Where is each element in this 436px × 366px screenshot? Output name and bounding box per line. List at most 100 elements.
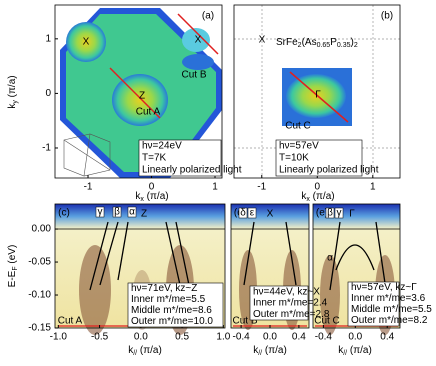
info-line: Linearly polarized light [279, 165, 379, 176]
x-axis-label-part: k [338, 345, 344, 356]
x-axis-label-part: x [306, 196, 310, 203]
x-axis-label-part: (π/a) [137, 345, 162, 356]
y-axis-label-part: (π/a) [7, 75, 18, 100]
annotation: ε [250, 208, 255, 219]
x-tick-label: -0.4 [232, 332, 250, 343]
x-tick-label: 1 [212, 182, 218, 193]
x-axis-label-part: (π/a) [310, 191, 335, 202]
info-line: Outer m*/me=10.0 [131, 316, 213, 327]
y-axis-label-part: E-E [7, 270, 18, 287]
panel-title-part: 0.65 [317, 42, 331, 49]
annotation: δ [240, 208, 246, 219]
panel-title-part: SrFe [276, 37, 298, 48]
x-tick-label: -1 [84, 182, 93, 193]
x-tick-label: 0.5 [175, 332, 189, 343]
annotation: Cut C [314, 316, 340, 327]
annotation: X [267, 209, 274, 220]
y-axis-label: E-EF (eV) [7, 245, 19, 288]
x-tick-label: 0.0 [348, 332, 362, 343]
info-line: Inner m*/me=5.5 [131, 294, 206, 305]
x-tick-label: 0 [314, 182, 320, 193]
annotation: Z [141, 209, 147, 220]
panel-title-part: 2 [298, 42, 302, 49]
x-tick-label: -0.5 [91, 332, 109, 343]
panel-title-part: 2 [354, 42, 358, 49]
annotation: X [195, 35, 202, 46]
info-box [347, 281, 400, 327]
x-tick-label: -1 [257, 182, 266, 193]
panel-label: (c) [58, 208, 70, 219]
y-tick-label: 1 [45, 33, 51, 44]
annotation: Z [139, 91, 145, 102]
x-tick-label: 1.0 [216, 332, 230, 343]
info-line: Outer m*/me=2.8 [253, 309, 330, 320]
info-line: Outer m*/me=8.2 [351, 315, 428, 326]
x-tick-label: 1 [370, 182, 376, 193]
y-axis-label-part: F [12, 266, 19, 270]
y-tick-label: 0 [45, 88, 51, 99]
annotation: β [327, 208, 333, 219]
label-flag [238, 207, 248, 219]
annotation: Cut B [181, 70, 206, 81]
info-line: T=10K [279, 153, 309, 164]
x-axis-label-part: (π/a) [144, 191, 169, 202]
annotation: β [114, 207, 120, 218]
info-box [127, 282, 224, 328]
x-axis-label-part: k [253, 345, 259, 356]
info-line: hν=71eV, kz~Z [131, 283, 197, 294]
annotation: γ [337, 208, 342, 219]
y-tick-label: 0.00 [32, 224, 52, 235]
x-axis-label-part: x [140, 196, 144, 203]
panel-title: SrFe2(As0.65P0.35)2 [276, 37, 358, 49]
info-line: Linearly polarized light [142, 165, 242, 176]
info-line: T=7K [142, 153, 167, 164]
x-tick-label: 0.4 [292, 332, 306, 343]
map-b-bg [234, 5, 400, 178]
x-axis-label-part: k [128, 345, 134, 356]
x-tick-label: -0.4 [315, 332, 333, 343]
x-tick-label: -1.0 [50, 332, 68, 343]
x-axis-label-part: k [301, 191, 307, 202]
x-tick-label: 0.4 [380, 332, 394, 343]
label-flag [334, 207, 344, 219]
annotation: α [129, 207, 135, 218]
x-axis-label-part: // [133, 350, 137, 357]
info-line: Inner m*/me=3.6 [351, 293, 426, 304]
x-tick-label: 0.0 [263, 332, 277, 343]
y-axis-label-part: (eV) [7, 245, 18, 267]
panel-title-part: P [330, 37, 337, 48]
panel-title-part: ) [351, 37, 354, 48]
x-axis-label: k// (π/a) [128, 345, 162, 357]
info-box [249, 285, 309, 321]
info-line: Middle m*/me=5.5 [351, 304, 432, 315]
info-line: hν=57eV, kz~Γ [351, 282, 417, 293]
y-axis-label-part: k [7, 103, 18, 109]
label-flag [127, 206, 137, 218]
y-axis-label-part: y [12, 100, 19, 104]
x-axis-label: k// (π/a) [253, 345, 287, 357]
annotation: Cut A [58, 316, 83, 327]
label-flag [325, 207, 335, 219]
info-box [275, 139, 363, 177]
info-line: Inner m*/me=2.4 [253, 298, 328, 309]
annotation: Γ [315, 90, 321, 101]
info-line: hν=24eV [142, 141, 182, 152]
info-line: Middle m*/me=8.6 [131, 305, 212, 316]
x-axis-label-part: (π/a) [262, 345, 287, 356]
label-flag [95, 206, 105, 218]
annotation: Cut C [285, 121, 311, 132]
label-flag [112, 206, 122, 218]
annotation: γ [98, 207, 103, 218]
x-axis-label-part: // [343, 350, 347, 357]
panel-label: (e) [316, 208, 328, 219]
x-axis-label: k// (π/a) [338, 345, 372, 357]
x-tick-label: 0.0 [134, 332, 148, 343]
y-axis-label: ky (π/a) [7, 75, 19, 108]
annotation: X [259, 35, 266, 46]
annotation: α [327, 253, 333, 264]
x-axis-label-part: // [258, 350, 262, 357]
y-tick-label: -1 [42, 143, 51, 154]
x-axis-label: kx (π/a) [301, 191, 334, 203]
info-box [138, 139, 222, 177]
